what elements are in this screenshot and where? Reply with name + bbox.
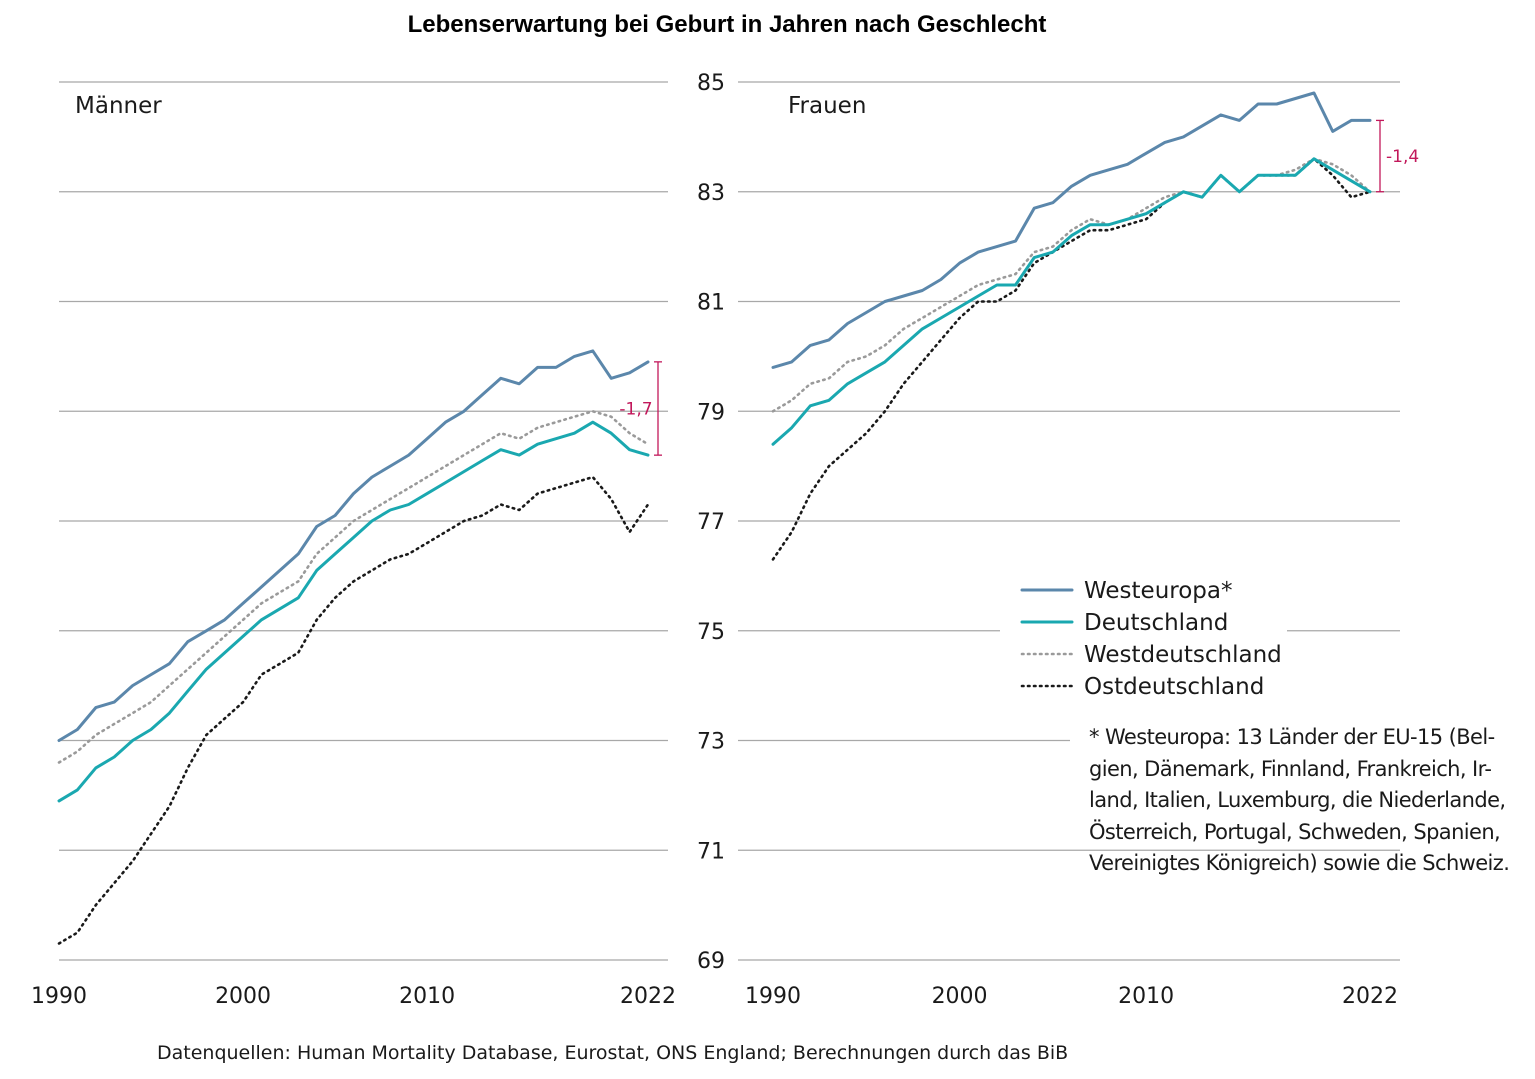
panel-maenner: Männer 1990 2000 2010 2022 -1,7 <box>31 93 676 1009</box>
y-tick-label: 73 <box>697 730 725 755</box>
x-tick-label: 1990 <box>31 984 87 1009</box>
series-line-ostdeutschland <box>57 475 650 945</box>
series-line-ostdeutschland <box>771 157 1372 561</box>
legend-label: Deutschland <box>1084 610 1228 636</box>
legend: Westeuropa* Deutschland Westdeutschland Ost… <box>1020 578 1282 700</box>
series-line-westeuropa <box>57 349 650 742</box>
data-source: Datenquellen: Human Mortality Database, … <box>157 1042 1069 1064</box>
x-tick-label: 2000 <box>932 984 988 1009</box>
y-axis-ticks: 69 71 73 75 77 79 81 83 85 <box>697 71 725 974</box>
legend-label: Ostdeutschland <box>1084 674 1264 700</box>
panel-frauen: Frauen 1990 2000 2010 2022 -1,4 <box>745 91 1419 1009</box>
x-tick-label: 2000 <box>215 984 271 1009</box>
legend-label: Westeuropa* <box>1084 578 1233 604</box>
y-tick-label: 83 <box>697 181 725 206</box>
x-tick-label: 2022 <box>1342 984 1398 1009</box>
panel-label-maenner: Männer <box>75 93 162 119</box>
footnote: * Westeuropa: 13 Länder der EU-15 (Bel- … <box>1089 722 1519 880</box>
x-tick-label: 2010 <box>1118 984 1174 1009</box>
series-line-deutschland <box>771 157 1372 446</box>
footnote-line: gien, Dänemark, Finnland, Frankreich, Ir… <box>1089 756 1492 781</box>
y-tick-label: 69 <box>697 949 725 974</box>
legend-label: Westdeutschland <box>1084 642 1282 668</box>
footnote-line: land, Italien, Luxemburg, die Niederland… <box>1089 788 1506 812</box>
y-tick-label: 85 <box>697 71 725 96</box>
y-tick-label: 77 <box>697 510 725 535</box>
series-line-westdeutschland <box>57 409 650 764</box>
x-tick-label: 2022 <box>620 984 676 1009</box>
difference-label: -1,4 <box>1386 147 1419 167</box>
footnote-line: Österreich, Portugal, Schweden, Spanien, <box>1089 819 1501 844</box>
footnote-line: * Westeuropa: 13 Länder der EU-15 (Bel- <box>1089 725 1495 749</box>
y-tick-label: 75 <box>697 620 725 645</box>
y-tick-label: 81 <box>697 291 725 316</box>
difference-label: -1,7 <box>619 400 652 420</box>
x-tick-label: 2010 <box>399 984 455 1009</box>
series-line-westeuropa <box>771 91 1372 369</box>
y-tick-label: 71 <box>697 839 725 864</box>
grid-lines <box>59 81 1400 961</box>
series-line-deutschland <box>57 420 650 803</box>
footnote-line: Vereinigtes Königreich) sowie die Schwei… <box>1089 851 1510 875</box>
panel-label-frauen: Frauen <box>788 93 866 119</box>
chart-title: Lebenserwartung bei Geburt in Jahren nac… <box>408 11 1047 38</box>
x-tick-label: 1990 <box>745 984 801 1009</box>
y-tick-label: 79 <box>697 400 725 425</box>
